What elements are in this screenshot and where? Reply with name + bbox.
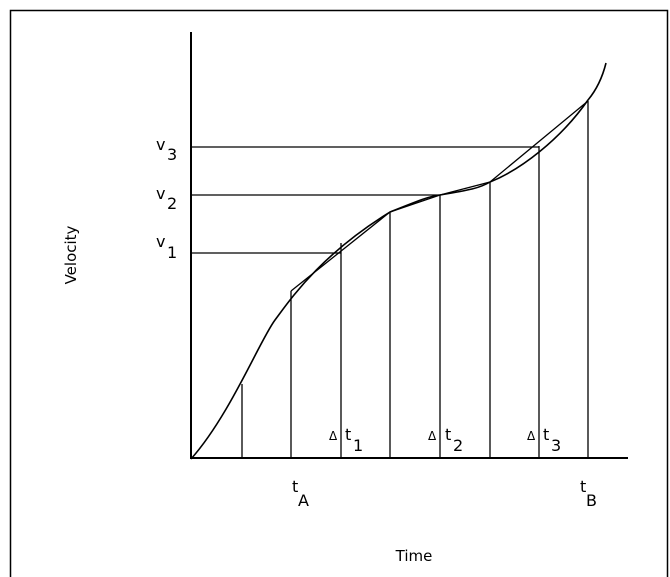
svg-text:Δ: Δ [428, 429, 437, 443]
svg-text:B: B [586, 491, 597, 510]
velocity-curve [190, 62, 607, 460]
svg-text:t: t [345, 425, 351, 444]
svg-text:1: 1 [167, 243, 177, 262]
frame-border [9, 9, 669, 577]
velocity-label-v3: v 3 [156, 135, 177, 164]
svg-text:v: v [156, 184, 165, 203]
svg-text:t: t [292, 477, 298, 496]
interval-label-dt2: Δ t 2 [428, 425, 463, 455]
svg-text:1: 1 [353, 436, 363, 455]
svg-text:Δ: Δ [329, 429, 338, 443]
svg-text:Δ: Δ [527, 429, 536, 443]
svg-text:3: 3 [551, 436, 561, 455]
svg-text:3: 3 [167, 145, 177, 164]
x-axis-title: Time [395, 547, 433, 565]
velocity-label-v2: v 2 [156, 184, 177, 213]
svg-text:v: v [156, 135, 165, 154]
svg-text:v: v [156, 232, 165, 251]
svg-text:2: 2 [167, 194, 177, 213]
svg-text:t: t [580, 477, 586, 496]
svg-text:A: A [298, 491, 309, 510]
svg-text:2: 2 [453, 436, 463, 455]
velocity-reference-lines [191, 146, 539, 254]
svg-text:t: t [543, 425, 549, 444]
svg-text:t: t [445, 425, 451, 444]
y-axis-title: Velocity [62, 225, 80, 284]
secant-lines [290, 100, 589, 292]
interval-label-dt1: Δ t 1 [329, 425, 363, 455]
interval-label-dt3: Δ t 3 [527, 425, 561, 455]
time-label-tA: t A [292, 477, 309, 510]
velocity-label-v1: v 1 [156, 232, 177, 262]
sample-verticals [241, 101, 589, 458]
time-label-tB: t B [580, 477, 597, 510]
